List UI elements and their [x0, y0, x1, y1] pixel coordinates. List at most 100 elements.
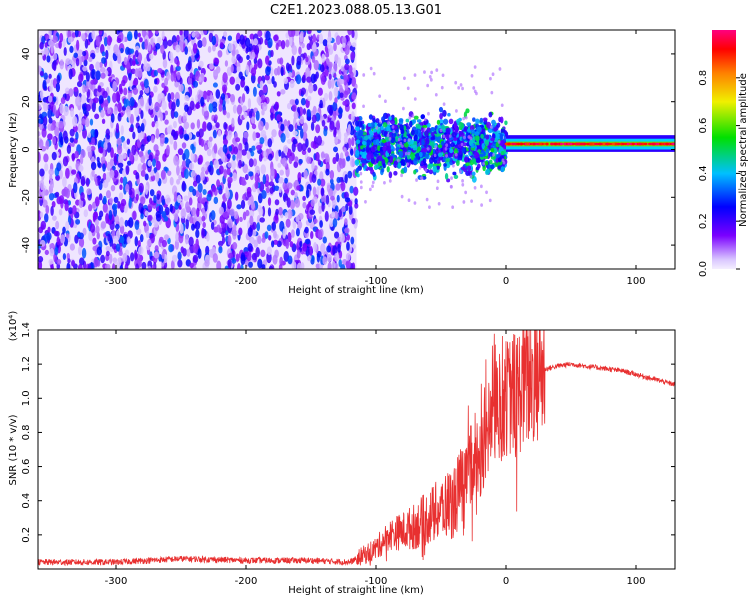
spectrogram-dot: [147, 203, 153, 210]
spectrogram-dot: [78, 57, 83, 66]
spectrogram-dot: [406, 162, 410, 166]
spectrogram-dot: [283, 195, 289, 201]
spectrogram-dot: [162, 58, 168, 69]
spectrogram-dot: [327, 262, 332, 269]
spectrogram-dot: [203, 30, 208, 36]
spectrogram-dot: [105, 128, 110, 137]
spectrogram-dot: [207, 46, 212, 53]
spectrogram-dot: [198, 76, 202, 83]
tone-peak-dot: [637, 142, 642, 146]
spectrogram-dot: [413, 201, 417, 205]
spectrogram-dot: [137, 32, 141, 38]
spectrogram-dot: [181, 160, 186, 168]
spectrogram-dot: [403, 138, 407, 143]
spectrogram-dot: [47, 226, 51, 233]
spectrogram-dot: [153, 50, 157, 56]
spectrogram-dot: [43, 102, 49, 112]
spectrogram-dot: [231, 49, 236, 57]
spectrogram-dot: [56, 258, 62, 265]
spectrogram-dot: [155, 42, 161, 50]
spectrogram-dot: [206, 233, 210, 242]
spectrogram-dot: [403, 76, 406, 81]
spectrogram-dot: [157, 67, 163, 74]
spectrogram-dot: [408, 116, 412, 120]
spectrogram-dot: [154, 30, 159, 35]
spectrogram-dot: [166, 125, 173, 135]
spectrogram-dot: [102, 172, 107, 181]
spectrogram-dot: [123, 87, 128, 96]
spectrogram-dot: [217, 50, 223, 58]
spectrogram-dot: [171, 254, 178, 263]
spectrogram-dot: [112, 203, 118, 211]
spectrogram-dot: [325, 52, 330, 58]
spectrogram-dot: [116, 144, 123, 155]
spectrogram-dot: [244, 37, 251, 48]
y-tick-label: 1.0: [21, 390, 32, 406]
spectrogram-dot: [337, 243, 341, 253]
spectrogram-dot: [215, 122, 220, 129]
spectrogram-dot: [398, 150, 404, 158]
spectrogram-dot: [425, 139, 430, 145]
spectrogram-dot: [155, 160, 161, 171]
spectrogram-dot: [196, 207, 200, 218]
spectrogram-dot: [312, 83, 318, 92]
spectrogram-dot: [313, 59, 320, 71]
spectrogram-dot: [232, 172, 238, 182]
spectrogram-dot: [258, 153, 263, 162]
spectrogram-dot: [488, 198, 492, 203]
spectrogram-dot: [59, 136, 64, 146]
spectrogram-dot: [457, 86, 461, 90]
spectrogram-dot: [459, 130, 464, 136]
spectrogram-dot: [226, 153, 231, 160]
spectrogram-dot: [250, 201, 256, 210]
spectrogram-dot: [83, 209, 88, 218]
spectrogram-dot: [339, 78, 345, 85]
spectrogram-dot: [344, 174, 348, 184]
spectrogram-dot: [109, 131, 113, 138]
spectrogram-dot: [133, 30, 138, 40]
spectrogram-dot: [259, 137, 265, 145]
spectrogram-dot: [95, 225, 100, 234]
spectrogram-dot: [313, 165, 318, 171]
spectrogram-dot: [191, 223, 195, 231]
spectrogram-dot: [240, 254, 246, 266]
spectrogram-dot: [356, 173, 360, 178]
spectrogram-dot: [279, 256, 284, 267]
tone-peak-dot: [631, 142, 635, 146]
spectrogram-dot: [500, 116, 504, 124]
spectrogram-dot: [319, 220, 323, 228]
spectrogram-dot: [382, 163, 386, 169]
spectrogram-dot: [266, 246, 272, 256]
spectrogram-dot: [128, 152, 134, 162]
spectrogram-dot: [140, 196, 146, 205]
spectrogram-dot: [95, 35, 100, 47]
spectrogram-dot: [75, 39, 80, 51]
spectrogram-dot: [464, 115, 468, 120]
spectrogram-dot: [378, 94, 382, 98]
spectrogram-dot: [50, 124, 55, 132]
spectrogram-dot: [482, 161, 486, 166]
spectrogram-dot: [313, 135, 318, 145]
spectrogram-dot: [95, 46, 100, 54]
spectrogram-dot: [245, 209, 250, 217]
spectrogram-dot: [218, 165, 224, 175]
spectrogram-dot: [44, 48, 50, 56]
spectrogram-dot: [198, 154, 203, 165]
spectrogram-dot: [141, 261, 147, 269]
spectrogram-dot: [201, 227, 205, 239]
spectrogram-dot: [153, 251, 160, 259]
spectrogram-dot: [439, 112, 443, 120]
spectrogram-dot: [450, 142, 456, 148]
spectrogram-dot: [268, 148, 273, 154]
spectrogram-dot: [183, 195, 189, 202]
spectrogram-dot: [466, 122, 472, 127]
spectrogram-dot: [329, 120, 335, 131]
spectrogram-dot: [343, 191, 349, 200]
spectrogram-dot: [490, 164, 495, 170]
spectrogram-dot: [238, 227, 243, 236]
spectrogram-dot: [291, 104, 297, 112]
spectrogram-dot: [448, 134, 452, 138]
spectrogram-dot: [320, 243, 326, 255]
spectrogram-dot: [323, 128, 328, 137]
spectrogram-dot: [139, 234, 144, 243]
